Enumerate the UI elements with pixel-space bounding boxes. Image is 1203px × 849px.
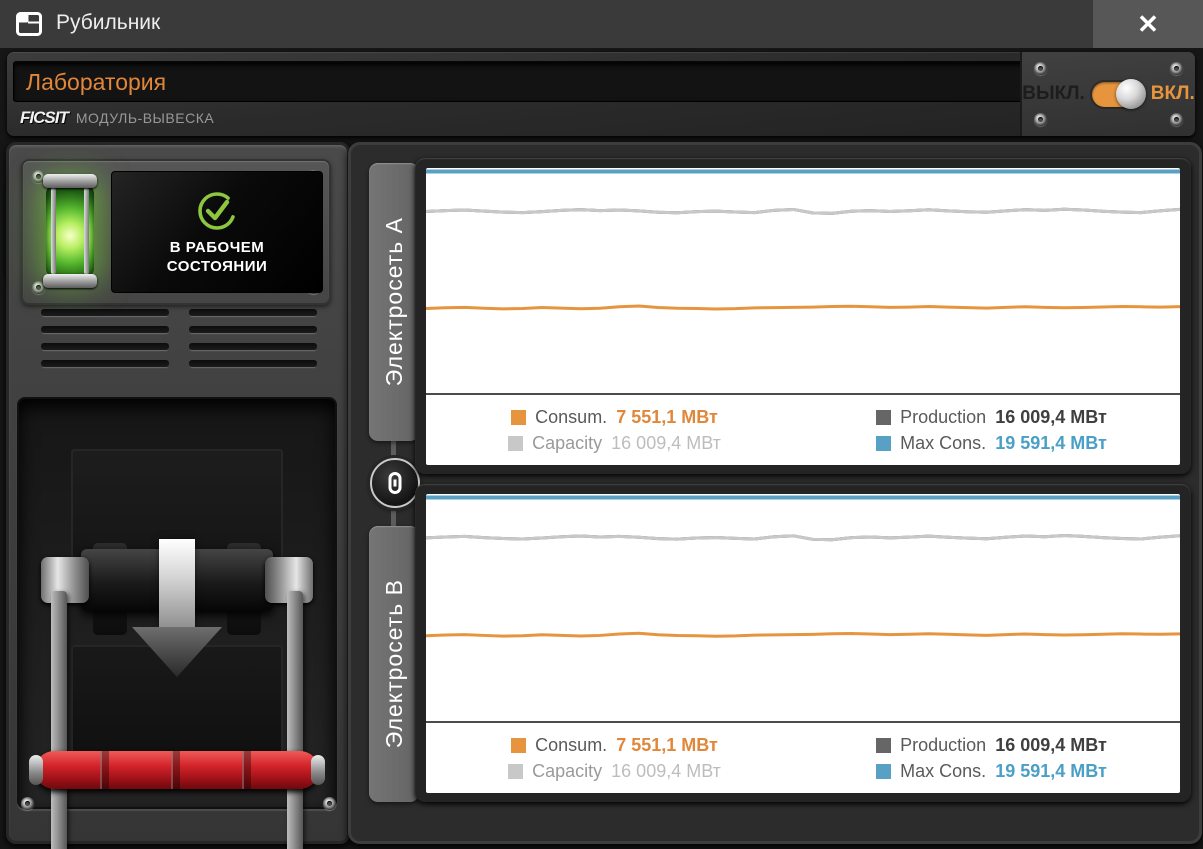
legend-item-production: Production 16 009,4 МВт [876,735,1107,756]
legend-item-production: Production 16 009,4 МВт [876,407,1107,428]
close-icon: ✕ [1137,9,1159,39]
lever-arm [51,591,67,849]
on-label: ВКЛ. [1150,83,1195,104]
title-bar: Рубильник ✕ [0,0,1203,48]
brand-row: FICSIT МОДУЛЬ-ВЫВЕСКА [20,108,214,128]
power-grids-panel: Электросеть A Электросеть B [348,142,1202,844]
ficsit-logo: FICSIT [20,108,69,127]
switch-machine-panel: В РАБОЧЕМ СОСТОЯНИИ [6,142,350,849]
screw-icon [32,170,45,183]
capacity-swatch-icon [508,763,524,779]
lever-housing [17,397,337,849]
max-consumption-swatch-icon [876,435,892,451]
grid-b-legend: Consum. 7 551,1 МВт Capacity 16 009,4 МВ… [426,723,1180,793]
power-toggle-section: ВЫКЛ. ВКЛ. [1020,52,1195,136]
power-toggle[interactable] [1091,78,1146,109]
grid-b-chart [426,494,1180,721]
divider [426,393,1180,395]
screw-icon [21,797,34,810]
lever-arm [287,591,303,849]
lever-handle[interactable] [29,751,325,789]
tab-grid-a-label: Электросеть A [380,217,407,387]
screw-icon [1170,62,1183,75]
grid-a-legend: Consum. 7 551,1 МВт Capacity 16 009,4 МВ… [426,395,1180,465]
chain-link-icon [388,472,402,494]
off-label: ВЫКЛ. [1022,83,1085,104]
window-icon [16,12,42,36]
screw-icon [323,797,336,810]
consumption-swatch-icon [511,409,527,425]
max-consumption-swatch-icon [876,763,892,779]
legend-item-capacity: Capacity 16 009,4 МВт [508,761,721,782]
page-title: Рубильник [56,11,161,34]
close-button[interactable]: ✕ [1093,0,1203,48]
sign-module-bar: FICSIT МОДУЛЬ-ВЫВЕСКА ВЫКЛ. ВКЛ. [7,52,1195,136]
legend-item-max-consumption: Max Cons. 19 591,4 МВт [876,433,1107,454]
capacity-swatch-icon [508,435,524,451]
switch-name-input[interactable] [13,61,1035,102]
production-swatch-icon [876,737,892,753]
status-display: В РАБОЧЕМ СОСТОЯНИИ [111,171,323,293]
tab-grid-b-label: Электросеть B [380,579,407,749]
consumption-swatch-icon [511,737,527,753]
tab-grid-a[interactable]: Электросеть A [369,163,419,441]
grid-b-chart-card: Consum. 7 551,1 МВт Capacity 16 009,4 МВ… [415,484,1191,802]
check-circle-icon [198,191,236,230]
screw-icon [1170,113,1183,126]
grid-link-button[interactable] [370,458,420,508]
legend-item-consumption: Consum. 7 551,1 МВт [511,735,718,756]
divider [426,721,1180,723]
legend-item-max-consumption: Max Cons. 19 591,4 МВт [876,761,1107,782]
production-swatch-icon [876,409,892,425]
module-label: МОДУЛЬ-ВЫВЕСКА [75,110,215,126]
tab-grid-b[interactable]: Электросеть B [369,526,419,802]
vent-grille [189,309,317,367]
legend-item-consumption: Consum. 7 551,1 МВт [511,407,718,428]
vent-grille [41,309,169,367]
legend-item-capacity: Capacity 16 009,4 МВт [508,433,721,454]
toggle-knob-icon [1115,78,1146,109]
status-lamp-icon [43,174,97,288]
status-board: В РАБОЧЕМ СОСТОЯНИИ [21,159,331,305]
screw-icon [32,281,45,294]
screw-icon [1034,62,1047,75]
screw-icon [1034,113,1047,126]
grid-a-chart-card: Consum. 7 551,1 МВт Capacity 16 009,4 МВ… [415,158,1191,474]
down-arrow-icon [159,539,195,629]
status-text: В РАБОЧЕМ СОСТОЯНИИ [166,238,268,275]
grid-a-chart [426,168,1180,393]
